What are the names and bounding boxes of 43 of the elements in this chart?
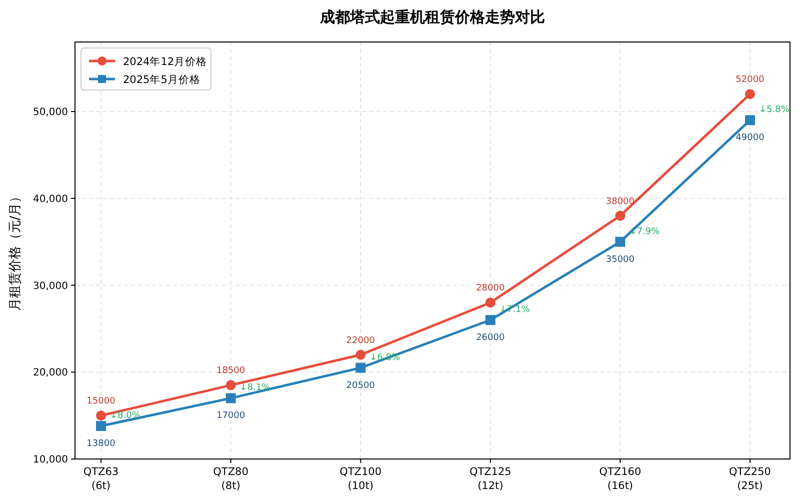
legend-label: 2025年5月价格 xyxy=(123,74,200,86)
annotation: ↓5.8% xyxy=(759,105,790,116)
data-label: 52000 xyxy=(736,75,765,86)
data-label: 28000 xyxy=(476,284,505,294)
x-tick-label: QTZ63 (6t) xyxy=(83,466,119,492)
y-tick-label: 50,000 xyxy=(33,107,68,118)
data-label: 26000 xyxy=(476,333,505,343)
point xyxy=(226,393,236,404)
y-axis-title: 月租赁价格（元/月） xyxy=(8,190,23,312)
x-tick-label: QTZ80 (8t) xyxy=(213,466,248,492)
annotation: ↓8.1% xyxy=(240,383,271,394)
data-label: 35000 xyxy=(606,254,635,265)
point xyxy=(485,298,496,308)
point xyxy=(615,210,626,221)
point xyxy=(96,410,106,421)
data-label: 13800 xyxy=(86,438,116,449)
point xyxy=(226,380,236,390)
y-tick-label: 20,000 xyxy=(33,368,68,379)
chart-title: 成都塔式起重机租赁价格走势对比 xyxy=(319,8,545,26)
data-label: 15000 xyxy=(86,396,116,407)
x-tick-label: QTZ100 (10t) xyxy=(340,466,382,492)
data-label: 20500 xyxy=(346,380,376,391)
x-tick-label: QTZ250 (25t) xyxy=(729,466,771,492)
y-tick-label: 30,000 xyxy=(33,280,68,292)
point xyxy=(356,350,366,360)
data-label: 49000 xyxy=(736,133,765,144)
point xyxy=(745,115,755,126)
point xyxy=(356,362,366,373)
point xyxy=(485,315,496,325)
data-label: 38000 xyxy=(606,196,635,207)
data-label: 17000 xyxy=(216,411,246,422)
point xyxy=(96,420,106,431)
x-tick-label: QTZ160 (16t) xyxy=(599,466,642,492)
annotation: ↓8.0% xyxy=(110,410,141,421)
data-label: 18500 xyxy=(216,366,246,376)
annotation: ↓7.9% xyxy=(629,226,660,237)
x-tick-label: QTZ125 (12t) xyxy=(469,466,512,492)
y-tick-label: 40,000 xyxy=(33,194,68,205)
legend-label: 2024年12月价格 xyxy=(123,56,208,68)
point xyxy=(615,236,626,247)
y-tick-label: 10,000 xyxy=(33,454,68,466)
point xyxy=(745,89,755,100)
data-label: 22000 xyxy=(346,336,376,346)
